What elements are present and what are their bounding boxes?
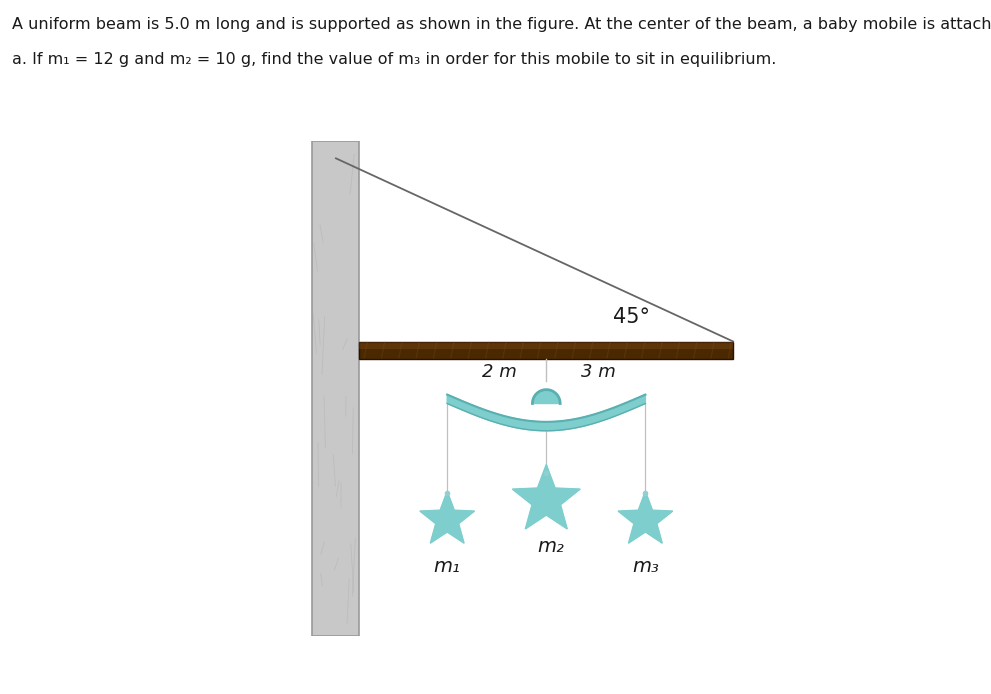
Text: a. If m₁ = 12 g and m₂ = 10 g, find the value of m₃ in order for this mobile to : a. If m₁ = 12 g and m₂ = 10 g, find the … (12, 52, 776, 67)
Text: 45°: 45° (613, 307, 650, 327)
Text: 3 m: 3 m (581, 363, 615, 381)
Bar (359, 341, 733, 349)
Text: m₃: m₃ (632, 557, 659, 576)
Polygon shape (532, 389, 560, 403)
Text: m₂: m₂ (538, 537, 565, 557)
Text: m₁: m₁ (434, 557, 461, 576)
Bar (359, 341, 733, 359)
Polygon shape (447, 395, 645, 431)
Polygon shape (618, 491, 673, 543)
Text: 2 m: 2 m (482, 363, 516, 381)
Polygon shape (420, 491, 475, 543)
Polygon shape (512, 464, 580, 529)
Text: A uniform beam is 5.0 m long and is supported as shown in the figure. At the cen: A uniform beam is 5.0 m long and is supp… (12, 17, 991, 33)
Bar (312, 141, 359, 636)
